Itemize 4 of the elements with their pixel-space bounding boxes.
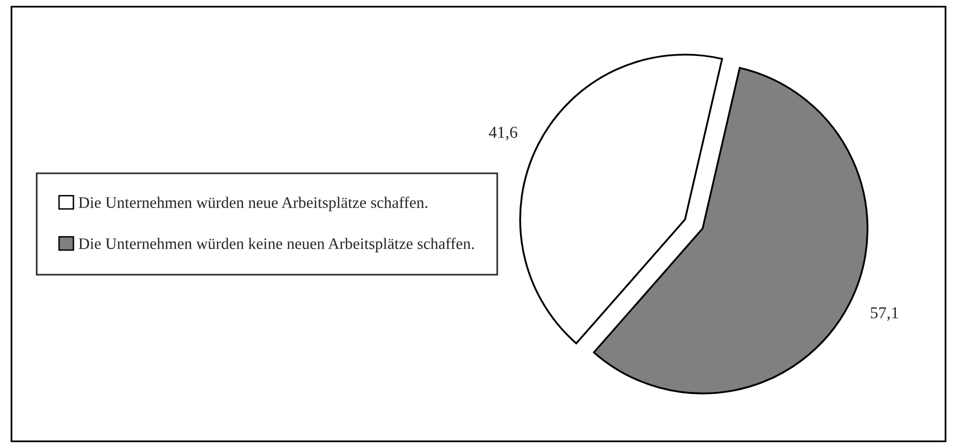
legend-label: Die Unternehmen würden keine neuen Arbeitsplätze schaffen.: [78, 238, 474, 252]
data-label: 57,1: [870, 307, 898, 321]
legend-label: Die Unternehmen würden neue Arbeitsplätze schaffen.: [78, 196, 428, 212]
data-label: 41,6: [488, 126, 518, 140]
